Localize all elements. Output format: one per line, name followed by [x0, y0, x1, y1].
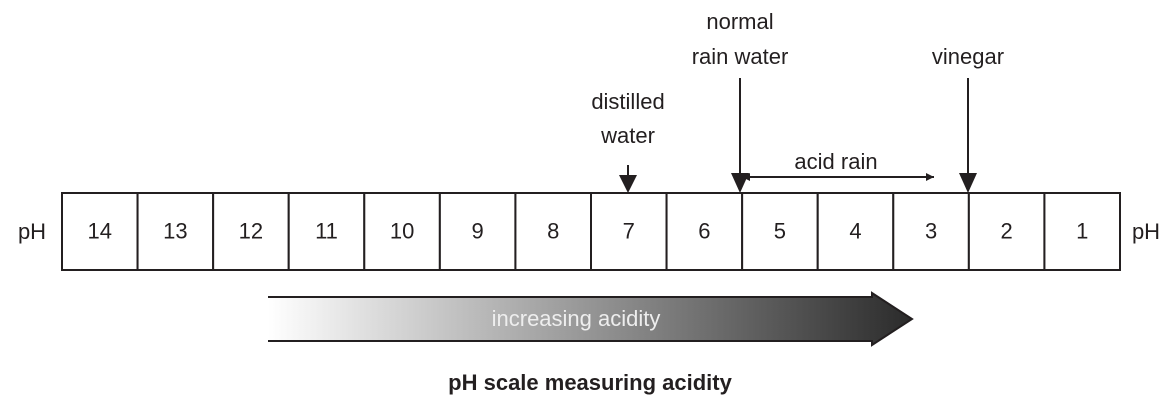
ph-value: 6 [698, 218, 710, 243]
ph-value: 7 [623, 218, 635, 243]
annotation-line: distilled [591, 89, 664, 114]
ph-cell [741, 192, 819, 271]
annotation-line: vinegar [932, 44, 1004, 69]
ph-cell [892, 192, 970, 271]
ph-value: 8 [547, 218, 559, 243]
ph-cell [363, 192, 441, 271]
ph-value: 11 [315, 218, 338, 243]
ph-cell [136, 192, 215, 271]
ph-value: 12 [239, 218, 263, 243]
ph-label-right: pH [1132, 219, 1160, 244]
ph-cell [212, 192, 290, 271]
ph-cell [438, 192, 517, 271]
ph-cell [1043, 192, 1122, 271]
ph-cell [590, 192, 668, 271]
ph-scale: 14 13 12 11 10 9 8 7 6 5 4 3 2 1 [61, 192, 1122, 271]
arrow-head [619, 175, 637, 193]
ph-value: 3 [925, 218, 937, 243]
ph-cell [665, 192, 744, 271]
ph-value: 9 [472, 218, 484, 243]
ph-value: 14 [88, 218, 112, 243]
ph-value: 4 [849, 218, 861, 243]
ph-label-left: pH [18, 219, 46, 244]
ph-value: 10 [390, 218, 414, 243]
arrow-head [959, 173, 977, 193]
ph-cell [967, 192, 1046, 271]
range-label: acid rain [794, 149, 877, 174]
ph-value: 13 [163, 218, 187, 243]
trend-label: increasing acidity [492, 306, 661, 331]
annotation-line: rain water [692, 44, 789, 69]
ph-value: 5 [774, 218, 786, 243]
ph-cell [61, 192, 139, 271]
annotation-arrows [627, 78, 969, 177]
annotation-line: normal [706, 9, 773, 34]
annotation-line: water [600, 123, 655, 148]
ph-cell [514, 192, 593, 271]
ph-value: 2 [1001, 218, 1013, 243]
ph-value: 1 [1076, 218, 1088, 243]
caption: pH scale measuring acidity [448, 370, 732, 395]
trend-arrow [268, 291, 914, 347]
